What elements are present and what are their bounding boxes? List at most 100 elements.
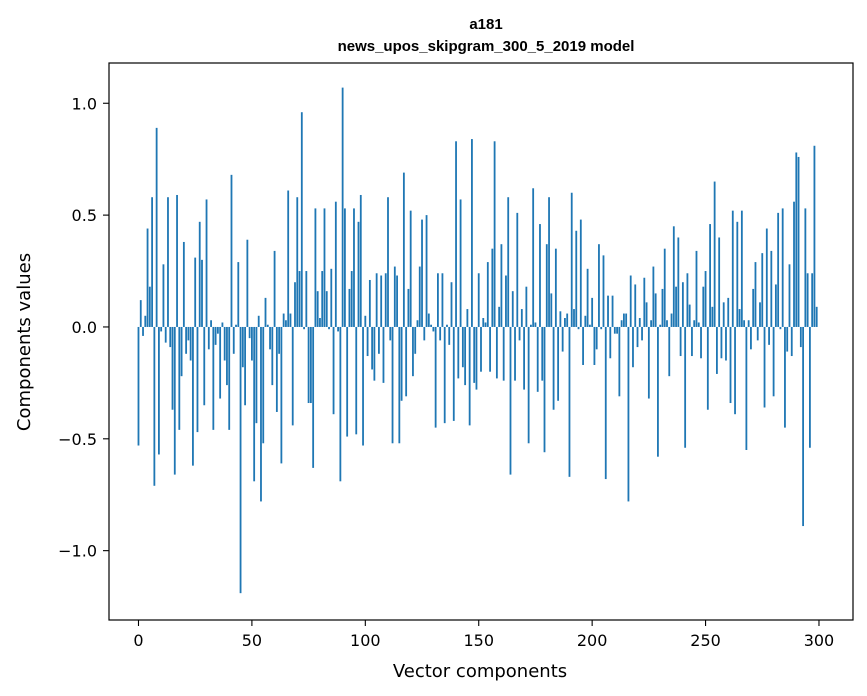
bar — [552, 326, 555, 410]
bar — [752, 288, 755, 327]
bar — [312, 326, 315, 468]
bar — [777, 212, 780, 327]
bar — [681, 282, 684, 327]
x-tick-label: 300 — [804, 631, 835, 650]
bar — [378, 326, 380, 354]
bar — [416, 320, 419, 327]
bar — [815, 306, 818, 327]
bar — [654, 293, 657, 327]
bar — [557, 326, 560, 401]
bar — [321, 271, 324, 327]
bar — [457, 326, 460, 379]
bar — [543, 326, 546, 453]
bar — [799, 326, 802, 348]
bar — [437, 273, 439, 327]
y-axis-ticks: −1.0 −0.5 0.0 0.5 1.0 — [58, 94, 109, 561]
bar — [146, 228, 149, 327]
x-tick-label: 200 — [577, 631, 608, 650]
bar — [697, 322, 700, 327]
bar — [158, 326, 160, 455]
bar — [539, 224, 541, 327]
bar — [182, 241, 185, 327]
bar — [162, 264, 165, 327]
bar — [602, 255, 605, 327]
bar — [534, 322, 537, 327]
y-tick-label: 0.0 — [72, 318, 97, 337]
bar — [568, 326, 571, 477]
bar — [518, 326, 521, 341]
bar — [716, 326, 718, 374]
bar — [255, 326, 258, 424]
bar — [201, 259, 203, 327]
bar — [393, 266, 396, 327]
bar — [688, 304, 691, 327]
bar — [346, 326, 349, 437]
bar — [598, 244, 600, 327]
bar — [786, 326, 789, 352]
bar — [359, 194, 362, 327]
bar — [686, 273, 689, 327]
bar — [754, 262, 757, 327]
bar — [725, 326, 727, 361]
bar — [813, 145, 816, 327]
bar — [298, 271, 301, 327]
bar — [176, 194, 178, 327]
bar — [768, 326, 770, 345]
bar — [353, 208, 355, 327]
bar — [330, 268, 333, 327]
bar — [729, 326, 732, 404]
bar — [520, 309, 523, 327]
bar — [414, 326, 417, 354]
bar — [387, 197, 389, 327]
bar — [244, 326, 246, 406]
bar — [511, 291, 514, 327]
bar — [180, 326, 183, 377]
bar — [344, 208, 346, 327]
bar — [505, 275, 507, 327]
bar — [645, 302, 648, 327]
bar — [790, 326, 793, 357]
bar — [600, 326, 603, 330]
bar — [155, 127, 158, 327]
bar — [407, 288, 410, 327]
bar — [806, 273, 809, 327]
bar — [759, 302, 761, 327]
bar — [536, 326, 539, 392]
bar — [720, 326, 723, 359]
bar — [464, 326, 467, 386]
bar — [294, 282, 296, 327]
bar — [657, 326, 659, 457]
bar — [668, 326, 671, 377]
bar — [484, 322, 487, 327]
bar — [661, 288, 664, 327]
bar — [736, 221, 739, 327]
bar — [289, 313, 292, 327]
bar — [412, 326, 414, 377]
bar — [795, 152, 798, 327]
bar — [691, 326, 693, 357]
bar — [375, 273, 378, 327]
bar — [169, 326, 172, 348]
bar — [734, 326, 736, 415]
bar — [559, 311, 562, 327]
bar — [613, 326, 616, 334]
bar — [566, 313, 569, 327]
bar — [316, 291, 319, 327]
x-axis-label: Vector components — [393, 661, 567, 682]
bar — [239, 326, 242, 594]
bar — [652, 266, 655, 327]
bar — [797, 156, 800, 327]
bar — [632, 326, 634, 368]
bar — [430, 324, 432, 327]
bar — [325, 291, 328, 327]
bar — [241, 326, 244, 368]
bar — [273, 250, 276, 327]
bar — [548, 197, 550, 327]
bar — [418, 266, 421, 327]
bar — [371, 326, 374, 370]
bar — [582, 326, 584, 365]
bar — [509, 326, 512, 475]
bar — [586, 268, 589, 327]
